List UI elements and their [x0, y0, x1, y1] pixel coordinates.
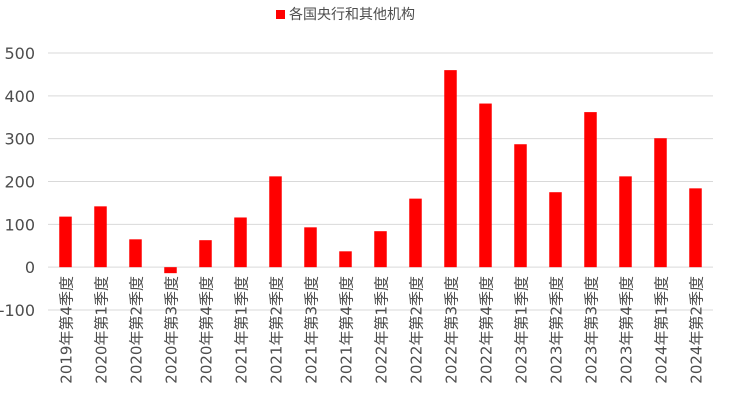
bar	[234, 217, 247, 268]
x-category-label: 2022年第1季度	[373, 276, 391, 384]
bar	[269, 176, 282, 268]
legend: 各国央行和其他机构	[276, 7, 415, 23]
bar	[199, 240, 212, 268]
bar	[94, 206, 107, 268]
x-category-label: 2020年第4季度	[198, 276, 216, 384]
x-category-label: 2024年第1季度	[653, 276, 671, 384]
y-tick-label: 500	[4, 44, 35, 63]
y-tick-label: 100	[4, 215, 35, 234]
x-category-label: 2020年第3季度	[163, 276, 181, 384]
x-category-label: 2021年第3季度	[303, 276, 321, 384]
y-axis-tick-labels: -100 0 100 200 300 400 500	[0, 44, 35, 320]
x-category-label: 2020年第2季度	[128, 276, 146, 384]
bar	[129, 239, 142, 268]
bar	[444, 70, 457, 268]
bar	[584, 112, 597, 268]
bar	[164, 267, 177, 274]
bar	[689, 188, 702, 268]
x-category-label: 2020年第1季度	[93, 276, 111, 384]
legend-label: 各国央行和其他机构	[289, 7, 415, 23]
bar	[59, 216, 72, 268]
y-tick-label: 200	[4, 173, 35, 192]
bar	[479, 103, 492, 268]
y-tick-label: 0	[25, 258, 35, 277]
x-axis-category-labels: 2019年第4季度 2020年第1季度 2020年第2季度 2020年第3季度 2020…	[58, 276, 706, 384]
bar	[409, 198, 422, 268]
y-tick-label: 300	[4, 130, 35, 149]
x-category-label: 2022年第2季度	[408, 276, 426, 384]
bar	[654, 138, 667, 268]
legend-swatch	[276, 10, 285, 19]
x-category-label: 2023年第2季度	[548, 276, 566, 384]
bars	[59, 70, 702, 274]
bar	[619, 176, 632, 268]
y-tick-label: 400	[4, 87, 35, 106]
x-category-label: 2021年第4季度	[338, 276, 356, 384]
x-category-label: 2022年第4季度	[478, 276, 496, 384]
bar	[514, 144, 527, 268]
x-category-label: 2022年第3季度	[443, 276, 461, 384]
x-category-label: 2021年第1季度	[233, 276, 251, 384]
x-category-label: 2023年第1季度	[513, 276, 531, 384]
y-tick-label: -100	[0, 301, 35, 320]
x-category-label: 2023年第3季度	[583, 276, 601, 384]
bar	[304, 227, 317, 268]
gridlines	[48, 52, 713, 311]
x-category-label: 2024年第2季度	[688, 276, 706, 384]
x-category-label: 2021年第2季度	[268, 276, 286, 384]
bar	[339, 251, 352, 268]
x-category-label: 2023年第4季度	[618, 276, 636, 384]
x-category-label: 2019年第4季度	[58, 276, 76, 384]
bar	[374, 231, 387, 268]
bar	[549, 192, 562, 268]
